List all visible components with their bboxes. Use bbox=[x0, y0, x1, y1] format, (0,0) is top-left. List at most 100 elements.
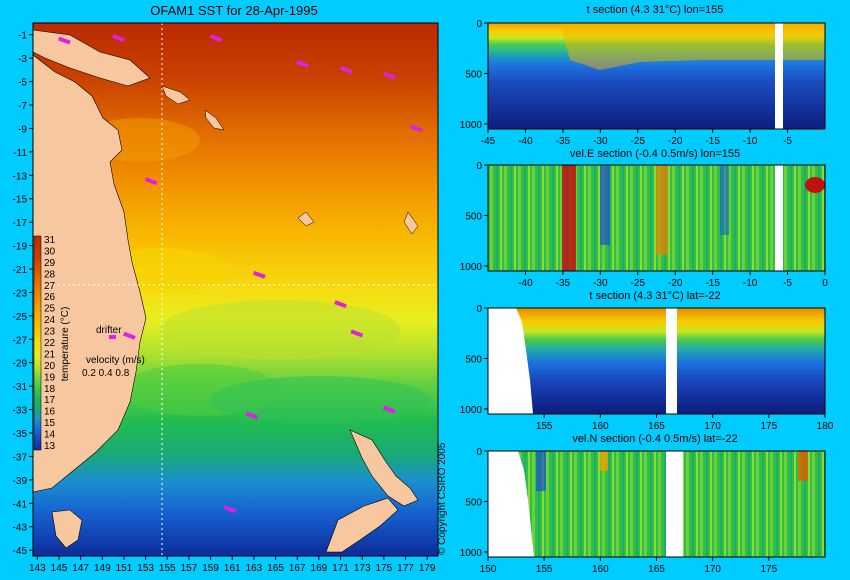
panel3-x-tick-label: 165 bbox=[648, 421, 665, 432]
lon-tick-label: 159 bbox=[202, 563, 219, 574]
lat-tick-label: -41 bbox=[13, 499, 28, 510]
panel4-y-tick-label: 1000 bbox=[460, 548, 483, 559]
drifter-track bbox=[382, 71, 396, 80]
panel4-title: vel.N section (-0.4 0.5m/s) lat=-22 bbox=[572, 433, 737, 445]
panel1-x-tick-label: -45 bbox=[481, 136, 496, 147]
drifter-track bbox=[382, 405, 396, 414]
panel2-current-band bbox=[562, 165, 576, 271]
panel2-current-band bbox=[720, 165, 729, 235]
panel1-x-tick-label: -15 bbox=[705, 136, 720, 147]
panel1-y-tick-label: 1000 bbox=[460, 120, 483, 131]
tasmania-land bbox=[51, 509, 83, 549]
lon-tick-label: 177 bbox=[397, 563, 414, 574]
drifter-track bbox=[245, 411, 259, 420]
panel2-current-band bbox=[600, 165, 610, 245]
lon-tick-label: 157 bbox=[181, 563, 198, 574]
colorbar-tick-label: 28 bbox=[44, 269, 56, 280]
lat-tick-label: -31 bbox=[13, 382, 28, 393]
lon-tick-label: 175 bbox=[376, 563, 393, 574]
panel2-x-tick-label: -35 bbox=[556, 278, 571, 289]
lon-tick-label: 151 bbox=[116, 563, 133, 574]
panel1-x-tick-label: -10 bbox=[743, 136, 758, 147]
colorbar-tick-label: 16 bbox=[44, 407, 56, 418]
panel1-ticks: -45 -40 -35 -30 -25 -20 -15 -10 -5 0 500 1000 bbox=[460, 19, 793, 147]
panel3-x-tick-label: 180 bbox=[817, 421, 834, 432]
panel4-y-tick-label: 0 bbox=[476, 447, 482, 458]
panel4-land-mask-coast bbox=[488, 451, 534, 557]
colorbar-tick-label: 22 bbox=[44, 338, 56, 349]
colorbar-tick-label: 20 bbox=[44, 361, 56, 372]
velocity-scale: 0.2 0.4 0.8 bbox=[82, 368, 130, 379]
lat-tick-label: -13 bbox=[13, 171, 28, 182]
panel1-x-tick-label: -25 bbox=[631, 136, 646, 147]
new-zealand-north-island bbox=[349, 429, 419, 507]
panel2-x-tick-label: -30 bbox=[593, 278, 608, 289]
panel2-x-tick-label: -25 bbox=[631, 278, 646, 289]
australia-land bbox=[32, 54, 147, 493]
lon-tick-label: 143 bbox=[29, 563, 46, 574]
panel4-x-tick-label: 150 bbox=[480, 564, 497, 575]
panel2-y-tick-label: 500 bbox=[465, 211, 482, 222]
colorbar-tick-label: 23 bbox=[44, 327, 56, 338]
drifter-markers bbox=[58, 34, 423, 514]
sst-map bbox=[32, 22, 439, 557]
panel2-y-tick-label: 0 bbox=[476, 161, 482, 172]
drifter-track bbox=[144, 177, 158, 186]
panel1-x-tick-label: -5 bbox=[783, 136, 792, 147]
colorbar-tick-label: 15 bbox=[44, 418, 56, 429]
panel1-title: t section (4.3 31°C) lon=155 bbox=[587, 4, 724, 16]
panel2-x-tick-label: -40 bbox=[518, 278, 533, 289]
lat-tick-label: -39 bbox=[13, 476, 28, 487]
lon-tick-label: 153 bbox=[137, 563, 154, 574]
lat-tick-label: -43 bbox=[13, 523, 28, 534]
panel3-land-mask-island bbox=[666, 308, 677, 414]
drifter-track bbox=[334, 300, 347, 309]
panel3-y-tick-label: 0 bbox=[476, 304, 482, 315]
panel3-x-tick-label: 170 bbox=[704, 421, 721, 432]
panel2-title: vel.E section (-0.4 0.5m/s) lon=155 bbox=[570, 148, 740, 160]
colorbar-scale bbox=[33, 235, 42, 451]
colorbar-tick-label: 25 bbox=[44, 304, 56, 315]
lat-tick-label: -19 bbox=[13, 242, 28, 253]
drifter-track bbox=[350, 329, 364, 338]
panel4-ticks: 150 155 160 165 170 175 0 500 1000 bbox=[460, 447, 778, 575]
lat-tick-label: -15 bbox=[13, 195, 28, 206]
panel4-land-mask-island bbox=[666, 451, 683, 557]
panel2-plot bbox=[487, 164, 826, 272]
island bbox=[297, 211, 315, 227]
colorbar-tick-label: 21 bbox=[44, 349, 56, 360]
colorbar-tick-label: 26 bbox=[44, 292, 56, 303]
panel1-frame bbox=[487, 22, 826, 130]
lon-tick-label: 179 bbox=[419, 563, 436, 574]
lon-tick-label: 173 bbox=[354, 563, 371, 574]
panel4-x-tick-label: 165 bbox=[648, 564, 665, 575]
lat-tick-label: -5 bbox=[18, 78, 27, 89]
panel1-y-tick-label: 0 bbox=[476, 19, 482, 30]
colorbar-tick-label: 30 bbox=[44, 246, 56, 257]
panel1-land-mask bbox=[775, 23, 783, 129]
panel3-land-mask-coast bbox=[488, 308, 533, 414]
panel3-x-tick-label: 160 bbox=[592, 421, 609, 432]
panel2-x-tick-label: -5 bbox=[783, 278, 792, 289]
panel4-y-tick-label: 500 bbox=[465, 497, 482, 508]
island bbox=[204, 109, 225, 131]
panel2-x-tick-label: -15 bbox=[705, 278, 720, 289]
panel3-y-tick-label: 1000 bbox=[460, 405, 483, 416]
panel3-title: t section (4.3 31°C) lat=-22 bbox=[589, 290, 720, 302]
map-title: OFAM1 SST for 28-Apr-1995 bbox=[150, 3, 317, 18]
island bbox=[161, 85, 191, 105]
panel4-plot bbox=[487, 450, 826, 558]
drifter-track bbox=[339, 65, 353, 74]
drifter-track bbox=[58, 36, 71, 45]
panel1-plot bbox=[487, 22, 826, 130]
lat-tick-label: -33 bbox=[13, 406, 28, 417]
lat-tick-label: -27 bbox=[13, 335, 28, 346]
panel1-warm-layer bbox=[488, 23, 825, 70]
lat-tick-label: -25 bbox=[13, 312, 28, 323]
panel4-x-tick-label: 160 bbox=[592, 564, 609, 575]
lat-tick-label: -3 bbox=[18, 54, 27, 65]
drifter-track bbox=[223, 505, 237, 514]
panel3-x-tick-label: 175 bbox=[760, 421, 777, 432]
panel3-y-tick-label: 500 bbox=[465, 354, 482, 365]
